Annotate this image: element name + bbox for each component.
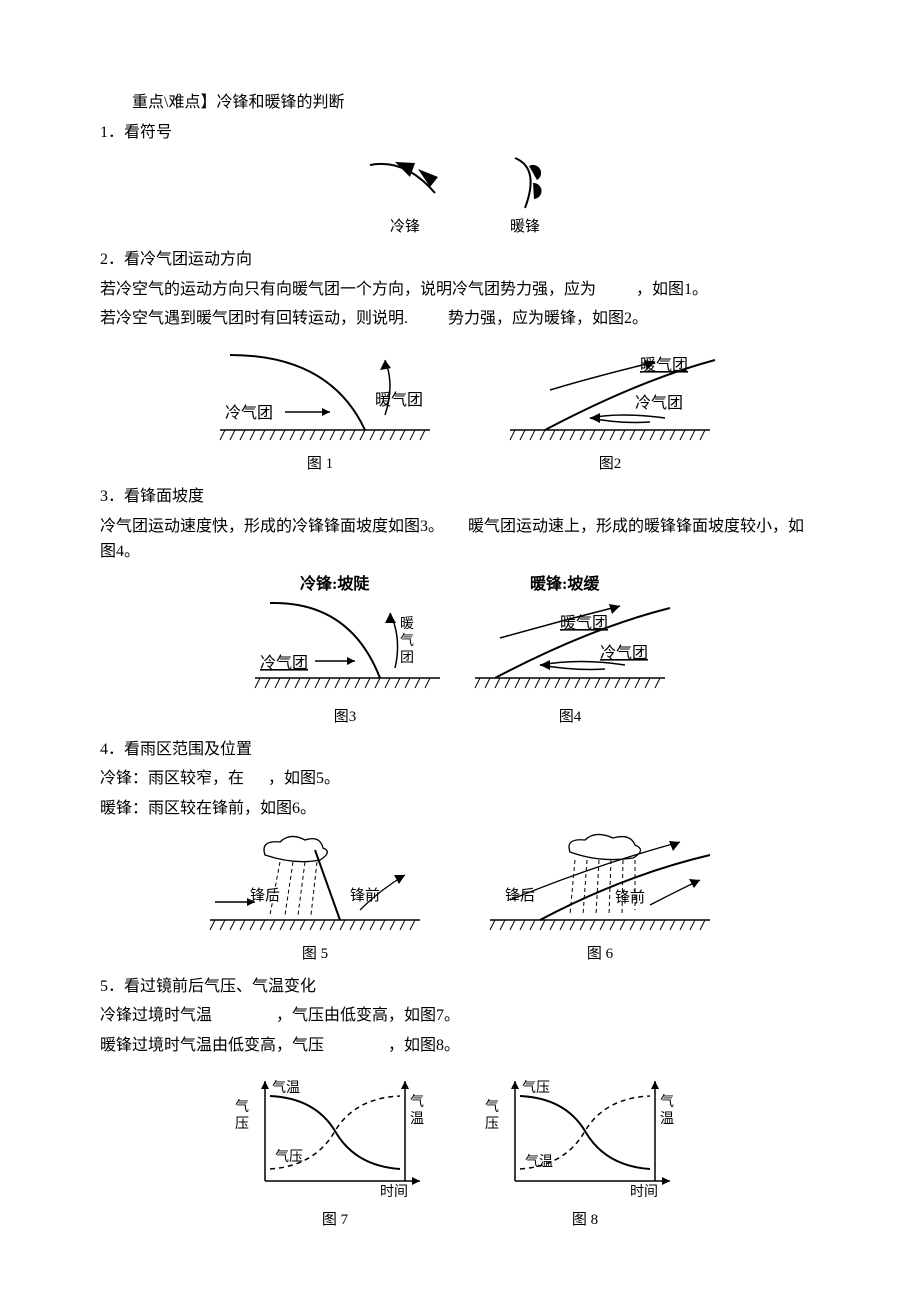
fig2-cold-label: 冷气团 <box>635 394 683 412</box>
fig8-right-2: 温 <box>660 1111 674 1127</box>
figure-2: 暖气团 冷气团 图2 <box>490 340 730 476</box>
fig4-cold-label: 冷气团 <box>600 644 648 662</box>
s4-blank <box>248 770 264 787</box>
figure-6: 锋后 锋前 图 6 <box>475 830 725 966</box>
warm-front-symbol-label: 暖锋 <box>490 215 560 239</box>
figure-3: 冷锋:坡陡 冷气团 暖 气 团 图3 <box>240 573 450 729</box>
s2-blank1 <box>600 281 632 298</box>
section-2-p2: 若冷空气遇到暖气团时有回转运动，则说明. 势力强，应为暖锋，如图2。 <box>100 306 820 332</box>
s4-p1-a: 冷锋：雨区较窄，在 <box>100 770 244 787</box>
s2-blank2 <box>412 310 444 327</box>
fig7-right-1: 气 <box>410 1094 424 1110</box>
figure-6-caption: 图 6 <box>475 942 725 966</box>
section-2-p1: 若冷空气的运动方向只有向暖气团一个方向，说明冷气团势力强，应为 ，如图1。 <box>100 277 820 303</box>
warm-front-symbol-block: 暖锋 <box>490 153 560 239</box>
figure-1: 冷气团 暖气团 图 1 <box>190 340 450 476</box>
fig7-press-label: 气压 <box>275 1149 303 1165</box>
section-3-p: 冷气团运动速度快，形成的冷锋锋面坡度如图3。 暖气团运动速上，形成的暖锋锋面坡度… <box>100 514 820 565</box>
s2-p1-b: ，如图1。 <box>636 281 708 298</box>
s4-p1-b: ，如图5。 <box>268 770 340 787</box>
fig2-warm-label: 暖气团 <box>640 356 688 374</box>
fig7-right-2: 温 <box>410 1111 424 1127</box>
fig8-press-label: 气压 <box>522 1080 550 1096</box>
figure-1-caption: 图 1 <box>190 452 450 476</box>
figure-4-caption: 图4 <box>460 705 680 729</box>
figure-5-svg: 锋后 锋前 <box>195 830 435 940</box>
figure-row-symbols: 冷锋 暖锋 <box>100 153 820 239</box>
fig7-yaxis-2: 压 <box>235 1117 249 1132</box>
fig8-xaxis: 时间 <box>630 1184 658 1200</box>
fig8-yaxis-1: 气 <box>485 1099 499 1115</box>
figure-row-1-2: 冷气团 暖气团 图 1 暖气团 冷气团 <box>100 340 820 476</box>
fig8-yaxis-2: 压 <box>485 1117 499 1132</box>
section-3-heading: 3．看锋面坡度 <box>100 484 820 510</box>
figure-7-svg: 气 压 气温 气压 气 温 时间 <box>230 1066 440 1206</box>
section-4-p1: 冷锋：雨区较窄，在 ，如图5。 <box>100 766 820 792</box>
figure-4: 暖锋:坡缓 暖气团 冷气团 图4 <box>460 573 680 729</box>
fig3-warm-label-2: 气 <box>400 633 414 649</box>
section-5-heading: 5．看过镜前后气压、气温变化 <box>100 974 820 1000</box>
figure-row-7-8: 气 压 气温 气压 气 温 时间 图 7 气 压 气压 气温 气 温 <box>100 1066 820 1232</box>
section-5-p2: 暖锋过境时气温由低变高，气压 ，如图8。 <box>100 1033 820 1059</box>
figure-1-svg: 冷气团 暖气团 <box>190 340 450 450</box>
fig8-temp-label: 气温 <box>525 1154 553 1170</box>
section-1-heading: 1．看符号 <box>100 120 820 146</box>
fig3-title: 冷锋:坡陡 <box>300 574 370 593</box>
s3-p-a: 冷气团运动速度快，形成的冷锋锋面坡度如图3。 <box>100 518 444 535</box>
figure-3-caption: 图3 <box>240 705 450 729</box>
cold-front-symbol-label: 冷锋 <box>360 215 450 239</box>
fig1-warm-label: 暖气团 <box>375 391 423 409</box>
fig3-warm-label-3: 团 <box>400 651 414 666</box>
figure-8: 气 压 气压 气温 气 温 时间 图 8 <box>480 1066 690 1232</box>
figure-4-svg: 暖锋:坡缓 暖气团 冷气团 <box>460 573 680 703</box>
title-line: 重点\难点】冷锋和暖锋的判断 <box>100 90 820 116</box>
section-4-p2: 暖锋：雨区较在锋前，如图6。 <box>100 796 820 822</box>
figure-2-caption: 图2 <box>490 452 730 476</box>
figure-2-svg: 暖气团 冷气团 <box>490 340 730 450</box>
warm-front-symbol-svg <box>490 153 560 213</box>
figure-8-svg: 气 压 气压 气温 气 温 时间 <box>480 1066 690 1206</box>
s2-p2-b: 势力强，应为暖锋，如图2。 <box>448 310 648 327</box>
s2-p1-a: 若冷空气的运动方向只有向暖气团一个方向，说明冷气团势力强，应为 <box>100 281 596 298</box>
cold-front-symbol-block: 冷锋 <box>360 153 450 239</box>
figure-3-svg: 冷锋:坡陡 冷气团 暖 气 团 <box>240 573 450 703</box>
fig5-front-label: 锋前 <box>350 887 380 904</box>
fig7-xaxis: 时间 <box>380 1184 408 1200</box>
fig6-back-label: 锋后 <box>505 887 535 904</box>
figure-6-svg: 锋后 锋前 <box>475 830 725 940</box>
cold-front-symbol-svg <box>360 153 450 213</box>
section-5-p1: 冷锋过境时气温 ，气压由低变高，如图7。 <box>100 1003 820 1029</box>
s2-p2-a: 若冷空气遇到暖气团时有回转运动，则说明. <box>100 310 408 327</box>
figure-8-caption: 图 8 <box>480 1208 690 1232</box>
fig4-warm-label: 暖气团 <box>560 614 608 632</box>
figure-5: 锋后 锋前 图 5 <box>195 830 435 966</box>
figure-row-5-6: 锋后 锋前 图 5 <box>100 830 820 966</box>
fig7-yaxis-1: 气 <box>235 1099 249 1115</box>
fig1-cold-label: 冷气团 <box>225 404 273 422</box>
fig3-warm-label-1: 暖 <box>400 616 414 632</box>
section-4-heading: 4．看雨区范围及位置 <box>100 737 820 763</box>
fig8-right-1: 气 <box>660 1094 674 1110</box>
fig4-title: 暖锋:坡缓 <box>530 574 600 593</box>
figure-row-3-4: 冷锋:坡陡 冷气团 暖 气 团 图3 暖锋:坡缓 <box>100 573 820 729</box>
s3-gap <box>448 518 464 535</box>
section-2-heading: 2．看冷气团运动方向 <box>100 247 820 273</box>
fig3-cold-label: 冷气团 <box>260 654 308 672</box>
fig5-back-label: 锋后 <box>250 887 280 904</box>
figure-5-caption: 图 5 <box>195 942 435 966</box>
figure-7: 气 压 气温 气压 气 温 时间 图 7 <box>230 1066 440 1232</box>
fig6-front-label: 锋前 <box>615 889 645 906</box>
figure-7-caption: 图 7 <box>230 1208 440 1232</box>
fig7-temp-label: 气温 <box>272 1080 300 1096</box>
